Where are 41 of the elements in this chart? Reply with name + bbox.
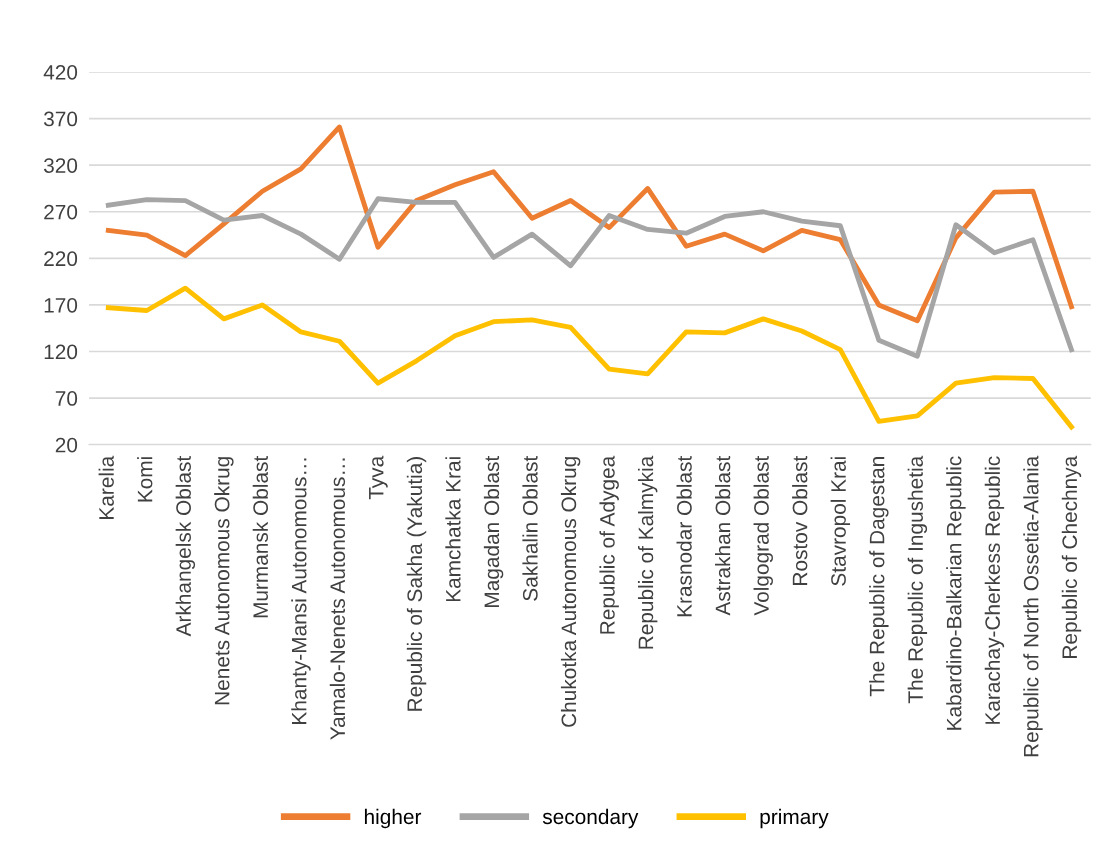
x-tick-label: Karelia: [98, 455, 114, 519]
y-tick-label: 370: [43, 111, 78, 127]
x-tick-label: Republic of Chechnya: [1061, 455, 1082, 658]
line-series: [105, 124, 1074, 324]
x-tick-label: Tyva: [369, 455, 388, 500]
line-series: [105, 285, 1074, 430]
y-tick-label: 420: [43, 65, 78, 80]
y-tick-label: 220: [44, 251, 78, 267]
line-series: [105, 196, 1074, 359]
x-tick-label: Khanty-Mansi Autonomous…: [291, 458, 311, 724]
x-tick-label: The Republic of Dagestan: [869, 457, 889, 697]
x-tick-label: Republic of North Ossetia-Alania: [1023, 455, 1043, 757]
x-tick-label: Stavropol Krai: [830, 457, 851, 586]
legend-label: higher: [364, 808, 422, 829]
x-tick-label: The Republic of Ingushetia: [907, 455, 928, 704]
x-tick-label: Kamchatka Krai: [445, 457, 461, 602]
x-tick-label: Rostov Oblast: [792, 455, 808, 585]
y-tick-label: 70: [55, 391, 78, 406]
x-tick-label: Komi: [137, 457, 153, 502]
x-tick-label: Republic of Sakha (Yakutia): [406, 457, 427, 711]
x-tick-label: Karachay-Cherkess Republic: [984, 456, 1005, 724]
x-tick-label: Republic of Adygea: [599, 455, 619, 634]
x-tick-label: Nenets Autonomous Okrug: [214, 457, 234, 705]
y-tick-label: 320: [43, 158, 78, 173]
x-tick-label: Astrakhan Oblast: [715, 455, 731, 616]
x-tick-label: Sakhalin Oblast: [522, 455, 538, 601]
x-tick-label: Kabardino-Balkarian Republic: [946, 456, 966, 730]
y-tick-label: 120: [44, 344, 78, 360]
x-tick-label: Yamalo-Nenets Autonomous…: [329, 458, 346, 740]
x-tick-label: Arkhangelsk Oblast: [175, 455, 196, 637]
x-tick-label: Volgograd Oblast: [753, 455, 773, 616]
x-tick-label: Murmansk Oblast: [252, 455, 268, 618]
y-tick-label: 170: [44, 297, 78, 313]
x-tick-label: Chukotka Autonomous Okrug: [560, 457, 581, 727]
y-tick-label: 20: [55, 437, 78, 453]
legend-label: primary: [760, 808, 829, 829]
x-tick-label: Magadan Oblast: [483, 455, 504, 607]
x-tick-label: Republic of Kalmykia: [637, 455, 658, 649]
y-tick-label: 270: [44, 204, 78, 220]
legend-label: secondary: [542, 808, 639, 829]
x-tick-label: Krasnodar Oblast: [676, 455, 692, 617]
